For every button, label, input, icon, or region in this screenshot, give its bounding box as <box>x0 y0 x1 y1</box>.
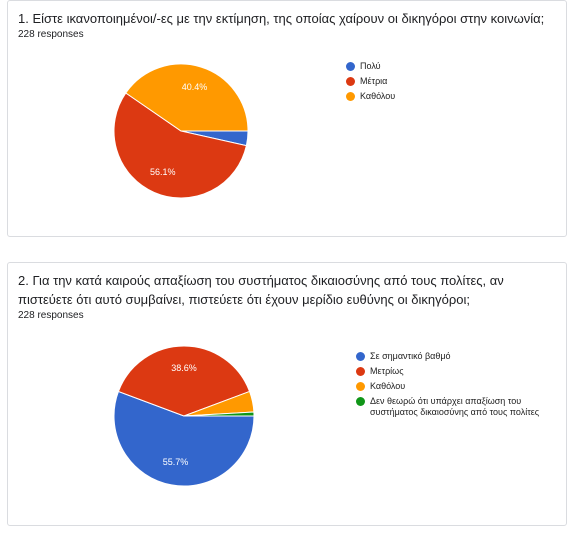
response-card: 2. Για την κατά καιρούς απαξίωση του συσ… <box>7 262 567 526</box>
legend-item: Πολύ <box>346 61 536 72</box>
legend: Σε σημαντικό βαθμό Μετρίως Καθόλου Δεν θεωρ… <box>356 351 546 422</box>
question-header: 1. Είστε ικανοποιημένοι/-ες με την εκτίμ… <box>18 9 553 42</box>
legend-label: Μέτρια <box>360 76 388 86</box>
legend: Πολύ Μέτρια Καθόλου <box>346 61 536 106</box>
legend-label: Μετρίως <box>370 366 404 376</box>
pie-slice <box>113 92 247 199</box>
legend-item: Μέτρια <box>346 76 536 87</box>
question-header: 2. Για την κατά καιρούς απαξίωση του συσ… <box>18 271 553 323</box>
response-card: 1. Είστε ικανοποιημένοι/-ες με την εκτίμ… <box>7 0 567 237</box>
response-count: 228 responses <box>18 310 84 321</box>
legend-label: Πολύ <box>360 61 381 71</box>
legend-swatch <box>346 62 355 71</box>
legend-item: Δεν θεωρώ ότι υπάρχει απαξίωση του συστή… <box>356 396 546 418</box>
legend-item: Σε σημαντικό βαθμό <box>356 351 546 362</box>
pie-slice <box>125 63 249 132</box>
legend-item: Καθόλου <box>346 91 536 102</box>
question-title: 2. Για την κατά καιρούς απαξίωση του συσ… <box>18 273 504 307</box>
response-count: 228 responses <box>18 29 84 40</box>
legend-swatch <box>356 367 365 376</box>
slice-label: 40.4% <box>182 82 208 92</box>
legend-swatch <box>346 77 355 86</box>
legend-label: Καθόλου <box>370 381 406 391</box>
legend-label: Καθόλου <box>360 91 396 101</box>
legend-item: Καθόλου <box>356 381 546 392</box>
slice-label: 56.1% <box>150 167 176 177</box>
slice-label: 38.6% <box>171 363 197 373</box>
pie-slice <box>113 390 255 487</box>
legend-swatch <box>356 352 365 361</box>
pie-chart: 56.1% 40.4% <box>113 63 249 199</box>
pie-chart: 55.7% 38.6% <box>113 345 255 487</box>
slice-label: 55.7% <box>163 457 189 467</box>
legend-swatch <box>346 92 355 101</box>
legend-swatch <box>356 397 365 406</box>
legend-label: Δεν θεωρώ ότι υπάρχει απαξίωση του συστή… <box>370 396 540 417</box>
question-title: 1. Είστε ικανοποιημένοι/-ες με την εκτίμ… <box>18 11 545 26</box>
legend-item: Μετρίως <box>356 366 546 377</box>
legend-label: Σε σημαντικό βαθμό <box>370 351 451 361</box>
pie-slice <box>117 345 251 417</box>
legend-swatch <box>356 382 365 391</box>
pie-slice <box>183 411 255 417</box>
